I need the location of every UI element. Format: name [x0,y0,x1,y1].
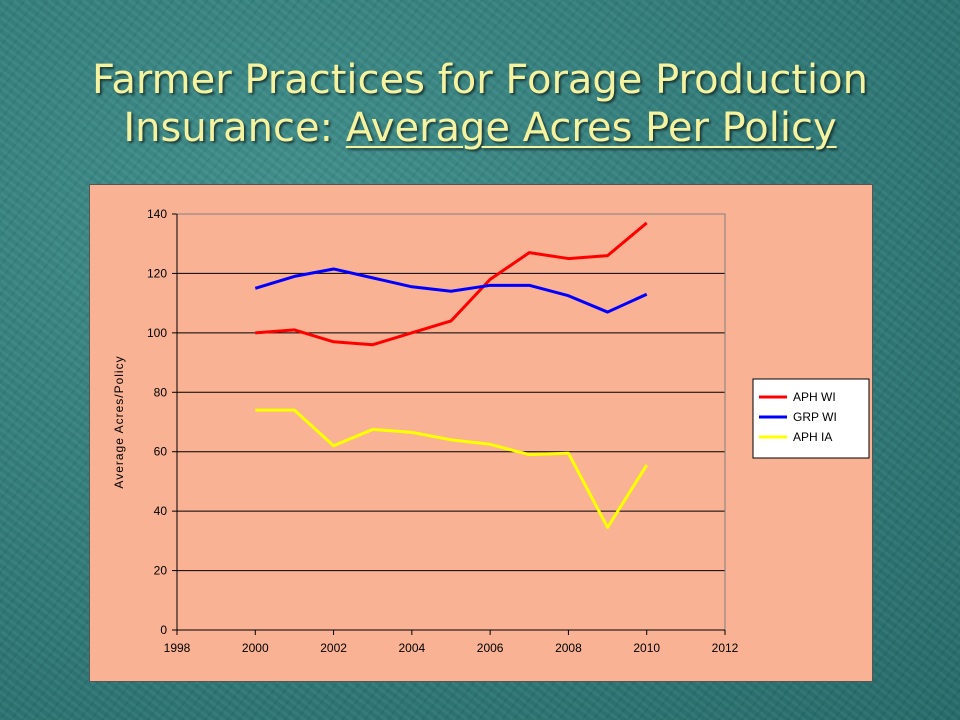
series-line-grp-wi [254,267,648,314]
x-tick-label-2002: 2002 [320,641,347,655]
y-tick-label-60: 60 [154,445,168,459]
x-tick-label-2004: 2004 [399,641,426,655]
title-line-2-prefix: Insurance: [123,105,346,151]
legend-label-aph-ia: APH IA [793,430,832,444]
y-tick-label-100: 100 [147,326,167,340]
x-tick-label-2000: 2000 [242,641,269,655]
chart-panel: 0 20 40 60 80 100 120 140 1998 2000 2002 2004 2006 20… [89,184,873,682]
x-tick-label-2008: 2008 [555,641,582,655]
y-tick-label-0: 0 [160,623,167,637]
title-underlined-text: Average Acres Per Policy [345,105,837,151]
title-line-2: Insurance: Average Acres Per Policy [0,104,960,152]
plot-area [177,214,725,630]
y-tick-label-120: 120 [147,266,167,280]
series-line-aph-ia [255,408,648,529]
y-tick-label-20: 20 [154,564,168,578]
slide-title: Farmer Practices for Forage Production I… [0,56,960,152]
y-tick-label-140: 140 [147,207,167,221]
x-tick-label-1998: 1998 [164,641,191,655]
legend-label-grp-wi: GRP WI [793,410,837,424]
series-line-aph-wi [255,221,648,347]
title-line-1: Farmer Practices for Forage Production [92,57,868,103]
y-axis-label: Average Acres/Policy [112,355,126,488]
legend-label-aph-wi: APH WI [793,390,836,404]
x-tick-label-2012: 2012 [712,641,739,655]
y-tick-label-80: 80 [154,385,168,399]
x-tick-label-2010: 2010 [633,641,660,655]
x-tick-label-2006: 2006 [477,641,504,655]
y-tick-label-40: 40 [154,504,168,518]
line-chart: 0 20 40 60 80 100 120 140 1998 2000 2002 2004 2006 20… [112,207,870,655]
